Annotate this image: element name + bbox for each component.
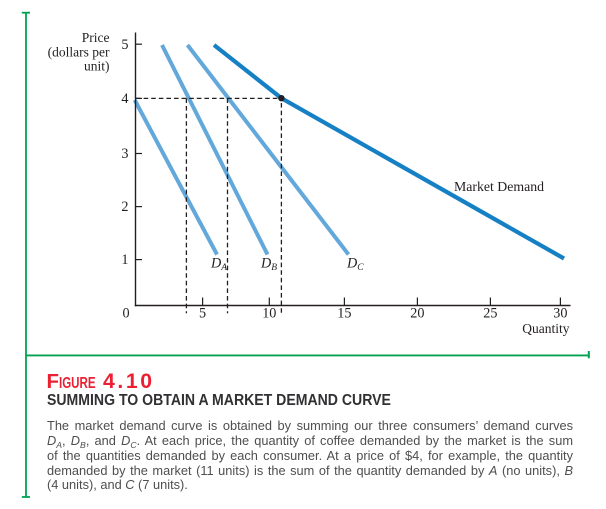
svg-text:Price: Price <box>82 30 110 45</box>
svg-text:2: 2 <box>121 199 128 215</box>
svg-text:5: 5 <box>199 306 206 322</box>
svg-text:25: 25 <box>483 306 497 322</box>
svg-text:Market Demand: Market Demand <box>454 179 544 194</box>
svg-text:30: 30 <box>553 306 567 322</box>
svg-text:DC: DC <box>346 256 364 274</box>
svg-text:3: 3 <box>121 146 128 162</box>
svg-text:DB: DB <box>260 256 277 274</box>
svg-text:15: 15 <box>337 306 351 322</box>
svg-text:Quantity: Quantity <box>522 321 569 336</box>
svg-text:unit): unit) <box>84 59 110 74</box>
svg-text:(dollars per: (dollars per <box>48 44 110 59</box>
svg-text:1: 1 <box>121 252 128 268</box>
svg-text:4: 4 <box>121 91 128 107</box>
svg-text:5: 5 <box>121 37 128 53</box>
svg-text:10: 10 <box>262 306 276 322</box>
svg-text:DA: DA <box>210 256 227 274</box>
svg-text:0: 0 <box>122 306 129 322</box>
svg-text:20: 20 <box>410 306 424 322</box>
